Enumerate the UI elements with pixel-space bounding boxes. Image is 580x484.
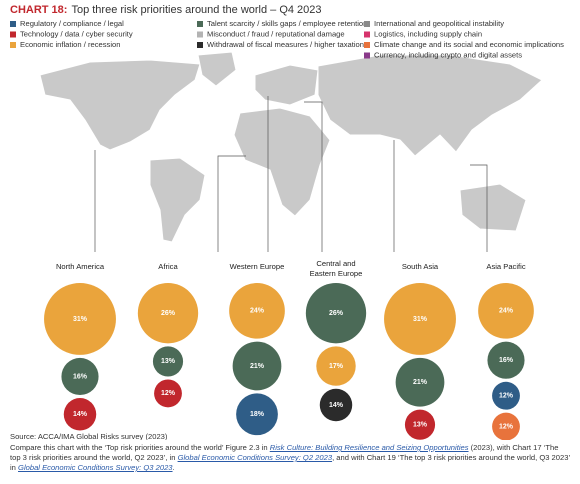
legend-label: Economic inflation / recession xyxy=(20,40,120,49)
bubble xyxy=(236,393,278,436)
legend-swatch xyxy=(197,42,203,48)
value-label: 26% xyxy=(329,310,344,317)
value-label: 12% xyxy=(161,390,176,397)
chart-title: CHART 18: Top three risk priorities aroun… xyxy=(10,4,322,16)
legend-swatch xyxy=(197,31,203,38)
value-label: 16% xyxy=(73,373,88,380)
bubble xyxy=(487,341,525,379)
value-label: 26% xyxy=(161,310,176,317)
bubble xyxy=(305,283,367,344)
bubble xyxy=(229,283,285,339)
value-label: 14% xyxy=(329,402,344,409)
value-label: 18% xyxy=(250,411,265,418)
region-label: Africa xyxy=(158,262,178,271)
link[interactable]: Risk Culture: Building Resilience and Se… xyxy=(269,443,469,452)
bubble xyxy=(478,283,534,339)
legend-label: Misconduct / fraud / reputational damage xyxy=(207,30,345,39)
note-text: (2023), with Chart 17 ‘The top 3 risk pr… xyxy=(10,443,559,462)
bubble xyxy=(319,388,353,422)
value-label: 12% xyxy=(499,423,514,430)
legend-label: Withdrawal of fiscal measures / higher t… xyxy=(207,40,364,49)
value-label: 24% xyxy=(250,308,265,315)
legend-swatch xyxy=(364,21,370,27)
note-text: Compare this chart with the ‘Top risk pr… xyxy=(10,443,270,452)
bubble xyxy=(492,381,520,410)
legend-label: Regulatory / compliance / legal xyxy=(20,19,124,28)
bubble xyxy=(63,398,97,431)
legend-label: International and geopolitical instabili… xyxy=(374,19,504,28)
source: Source: ACCA/IMA Global Risks survey (20… xyxy=(10,432,168,440)
bubble xyxy=(152,346,184,377)
value-label: 13% xyxy=(413,422,428,429)
legend-swatch xyxy=(10,31,16,38)
value-label: 12% xyxy=(499,393,514,400)
bubble xyxy=(61,357,99,396)
bubble xyxy=(154,379,182,408)
value-label: 13% xyxy=(161,358,176,365)
legend-label: Technology / data / cyber security xyxy=(20,30,133,39)
region-label: Eastern Europe xyxy=(310,269,363,278)
chart: CHART 18: Top three risk priorities aroun… xyxy=(10,4,564,440)
bubble xyxy=(492,412,520,440)
footnote: Compare this chart with the ‘Top risk pr… xyxy=(10,443,570,473)
legend-swatch xyxy=(364,31,370,38)
region-label: Central and xyxy=(316,259,355,268)
link[interactable]: Global Economic Conditions Survey: Q2 20… xyxy=(177,453,333,462)
bubble xyxy=(232,341,282,391)
legend-label: Logistics, including supply chain xyxy=(374,30,482,39)
region-label: Asia Pacific xyxy=(486,262,525,271)
link[interactable]: Global Economic Conditions Survey: Q3 20… xyxy=(18,463,173,472)
legend-label: Climate change and its social and econom… xyxy=(374,40,564,49)
legend-label: Currency, including crypto and digital a… xyxy=(374,51,522,60)
value-label: 21% xyxy=(250,363,265,370)
connectors xyxy=(94,96,488,252)
value-label: 17% xyxy=(329,363,344,370)
value-label: 16% xyxy=(499,357,514,364)
legend-swatch xyxy=(10,42,16,48)
region-label: South Asia xyxy=(402,262,439,271)
region-label: North America xyxy=(56,262,105,271)
note-text: , and with Chart 19 ‘The top 3 risk prio… xyxy=(10,453,570,472)
legend-label: Talent scarcity / skills gaps / employee… xyxy=(207,19,367,28)
bubble xyxy=(44,283,116,355)
world-map xyxy=(39,51,543,243)
legend-swatch xyxy=(197,21,203,27)
value-label: 21% xyxy=(413,379,428,386)
value-label: 24% xyxy=(499,308,514,315)
bubble xyxy=(316,346,356,386)
bubble xyxy=(404,409,436,440)
title-text: Top three risk priorities around the wor… xyxy=(71,4,321,16)
legend-swatch xyxy=(10,21,16,27)
note-text: . xyxy=(172,463,175,472)
bubble xyxy=(384,283,456,355)
value-label: 31% xyxy=(73,316,88,323)
bubble xyxy=(395,357,445,407)
title-label: CHART 18: xyxy=(10,4,67,16)
region-label: Western Europe xyxy=(230,262,285,271)
legend-swatch xyxy=(364,42,370,48)
legend-swatch xyxy=(364,52,370,59)
value-label: 14% xyxy=(73,411,88,418)
value-label: 31% xyxy=(413,316,428,323)
bubble xyxy=(137,283,199,344)
